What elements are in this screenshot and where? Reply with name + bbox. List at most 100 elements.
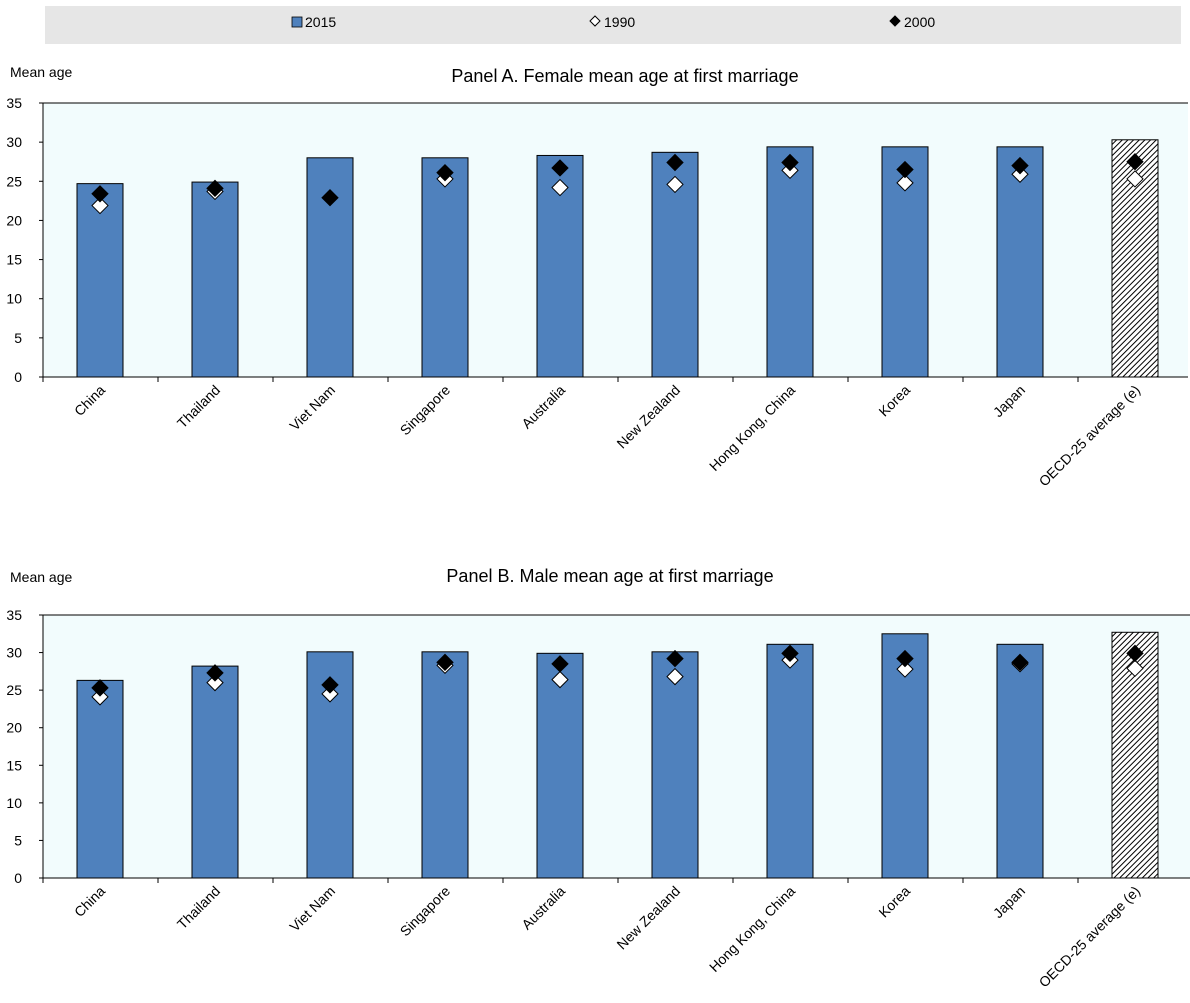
- y-axis-label: Mean age: [10, 569, 72, 585]
- bar: [306, 651, 354, 879]
- y-tick-label: 5: [14, 832, 22, 848]
- legend-label-1990: 1990: [604, 14, 635, 30]
- marker-2000: [1126, 153, 1144, 171]
- x-tick-label: Australia: [518, 883, 568, 933]
- bar: [536, 652, 584, 879]
- bar-oecd-average: [1111, 631, 1159, 879]
- y-tick-label: 35: [6, 95, 22, 111]
- y-tick-label: 35: [6, 607, 22, 623]
- marker-2000: [436, 653, 454, 672]
- x-tick-label: Hong Kong, China: [706, 883, 798, 975]
- y-tick-label: 25: [6, 682, 22, 698]
- bar: [996, 146, 1044, 378]
- marker-2000: [781, 153, 799, 172]
- x-tick-label: OECD-25 average (e): [1036, 382, 1144, 490]
- marker-2000: [321, 189, 339, 207]
- panel-b: Mean age Panel B. Male mean age at first…: [6, 566, 1190, 990]
- filled-diamond-icon: [889, 15, 901, 27]
- x-tick-label: Thailand: [174, 382, 223, 431]
- marker-2000: [551, 655, 569, 673]
- bar: [996, 643, 1044, 879]
- x-tick-label: Korea: [875, 382, 913, 420]
- x-tick-label: Japan: [990, 883, 1028, 921]
- x-tick-label: Hong Kong, China: [706, 382, 798, 474]
- bar: [651, 651, 699, 879]
- marker-2000: [781, 644, 799, 663]
- marker-1990: [91, 196, 109, 215]
- marker-1990: [896, 174, 914, 192]
- hollow-diamond-icon: [589, 15, 601, 27]
- y-tick-label: 30: [6, 645, 22, 661]
- panel-title: Panel B. Male mean age at first marriage: [446, 566, 773, 586]
- y-axis-label: Mean age: [10, 64, 72, 80]
- marker-1990: [1126, 170, 1144, 188]
- x-tick-label: New Zealand: [613, 382, 683, 452]
- x-tick-label: Singapore: [397, 883, 454, 940]
- marker-1990: [666, 667, 684, 686]
- y-tick-label: 10: [6, 795, 22, 811]
- marker-1990: [666, 175, 684, 194]
- x-tick-label: Singapore: [397, 382, 454, 439]
- bar: [766, 643, 814, 879]
- legend-bar-swatch: [291, 16, 303, 28]
- bar: [191, 181, 239, 378]
- legend: 2015 1990 2000: [45, 6, 1181, 44]
- marker-1990: [206, 673, 224, 692]
- panel-a: Mean age Panel A. Female mean age at fir…: [6, 64, 1188, 490]
- marker-2000: [551, 159, 569, 177]
- y-tick-label: 0: [14, 870, 22, 886]
- bar: [421, 157, 469, 378]
- marker-1990: [551, 670, 569, 689]
- marker-1990: [551, 178, 569, 197]
- x-tick-label: Viet Nam: [286, 883, 338, 935]
- marker-2000: [666, 153, 684, 172]
- marker-2000: [206, 664, 224, 682]
- x-tick-label: New Zealand: [613, 883, 683, 953]
- x-tick-label: China: [71, 382, 108, 419]
- legend-item-2015: 2015: [291, 14, 336, 30]
- panel-title: Panel A. Female mean age at first marria…: [451, 66, 798, 86]
- y-tick-label: 15: [6, 252, 22, 268]
- marker-2000: [91, 679, 109, 697]
- marker-2000: [436, 163, 454, 182]
- legend-label-2000: 2000: [904, 14, 935, 30]
- bar: [421, 651, 469, 879]
- marker-2000: [1126, 644, 1144, 663]
- legend-background: [45, 6, 1181, 44]
- y-tick-label: 15: [6, 757, 22, 773]
- bar: [766, 146, 814, 378]
- marker-2000: [666, 649, 684, 668]
- x-tick-label: Thailand: [174, 883, 223, 932]
- y-tick-label: 30: [6, 134, 22, 150]
- marker-1990: [91, 688, 109, 706]
- y-tick-label: 0: [14, 369, 22, 385]
- marker-2000: [91, 185, 109, 203]
- bar: [881, 146, 929, 378]
- plot-area: 0 5 10 15 20 25 30 35 China Thailand Viet Nam Singa…: [6, 607, 1190, 990]
- marker-1990: [1126, 659, 1144, 678]
- x-tick-label: Korea: [875, 883, 913, 921]
- marker-2000: [896, 160, 914, 179]
- y-tick-label: 10: [6, 291, 22, 307]
- y-tick-label: 25: [6, 173, 22, 189]
- x-tick-label: Japan: [990, 382, 1028, 420]
- marker-2000: [1011, 156, 1029, 175]
- legend-label-2015: 2015: [305, 14, 336, 30]
- y-tick-label: 20: [6, 720, 22, 736]
- legend-item-2000: 2000: [889, 14, 935, 30]
- marker-2000: [896, 649, 914, 668]
- y-tick-label: 20: [6, 212, 22, 228]
- x-tick-label: OECD-25 average (e): [1036, 883, 1144, 991]
- legend-item-1990: 1990: [589, 14, 635, 30]
- marker-2000: [321, 676, 339, 694]
- x-tick-label: Australia: [518, 382, 568, 432]
- bar: [191, 665, 239, 879]
- marker-1990: [321, 685, 339, 703]
- marker-2000: [1011, 653, 1029, 672]
- marker-2000: [206, 179, 224, 198]
- x-tick-label: China: [71, 883, 108, 920]
- x-tick-label: Viet Nam: [286, 382, 338, 434]
- bar: [76, 679, 124, 879]
- marker-1990: [896, 660, 914, 678]
